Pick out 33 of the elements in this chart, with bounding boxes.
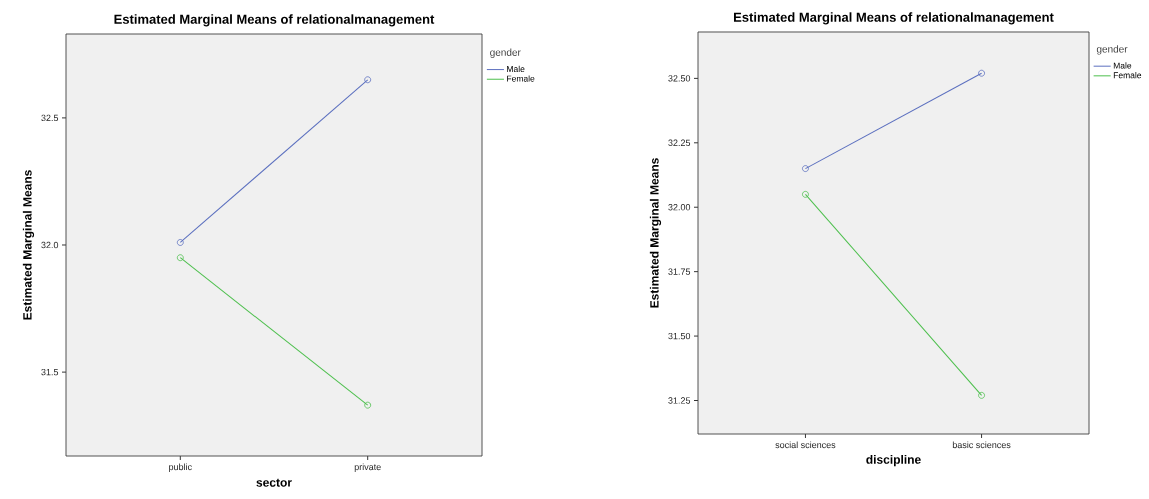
y-tick-label: 31.50 [668, 332, 691, 340]
point [802, 190, 809, 198]
legend-title: gender [1096, 45, 1128, 55]
legend-label: Male [507, 65, 525, 72]
y-tick-label: 31.25 [668, 397, 691, 404]
y-axis-title: Estimated Marginal Means [649, 158, 662, 308]
x-tick-label: private [354, 463, 381, 472]
x-tick-label: social sciences [775, 441, 836, 449]
point [364, 76, 372, 84]
y-tick-label: 31.5 [41, 368, 59, 376]
legend-title: gender [490, 48, 521, 58]
legend-label: Female [1113, 72, 1142, 79]
chart-title: Estimated Marginal Means of relationalmanagement [734, 12, 1054, 25]
x-axis-title: sector [256, 478, 292, 487]
y-axis-title: Estimated Marginal Means [22, 170, 35, 320]
point [364, 401, 372, 409]
y-tick-label: 32.5 [41, 114, 59, 122]
chart-title: Estimated Marginal Means of relationalmanagement [114, 14, 435, 27]
y-tick-label: 32.00 [668, 204, 691, 211]
y-tick-label: 32.0 [41, 241, 59, 249]
y-tick-label: 32.50 [668, 75, 691, 82]
point [978, 391, 985, 399]
point [176, 239, 184, 246]
y-tick-label: 32.25 [668, 139, 691, 146]
point [978, 69, 985, 77]
x-axis-title: discipline [866, 455, 921, 467]
x-tick-label: public [169, 463, 192, 472]
y-tick-label: 31.75 [668, 268, 691, 275]
legend-label: Male [1113, 62, 1132, 69]
legend-label: Female [507, 75, 535, 82]
point [802, 165, 809, 172]
point [176, 254, 184, 262]
x-tick-label: basic sciences [952, 441, 1011, 449]
